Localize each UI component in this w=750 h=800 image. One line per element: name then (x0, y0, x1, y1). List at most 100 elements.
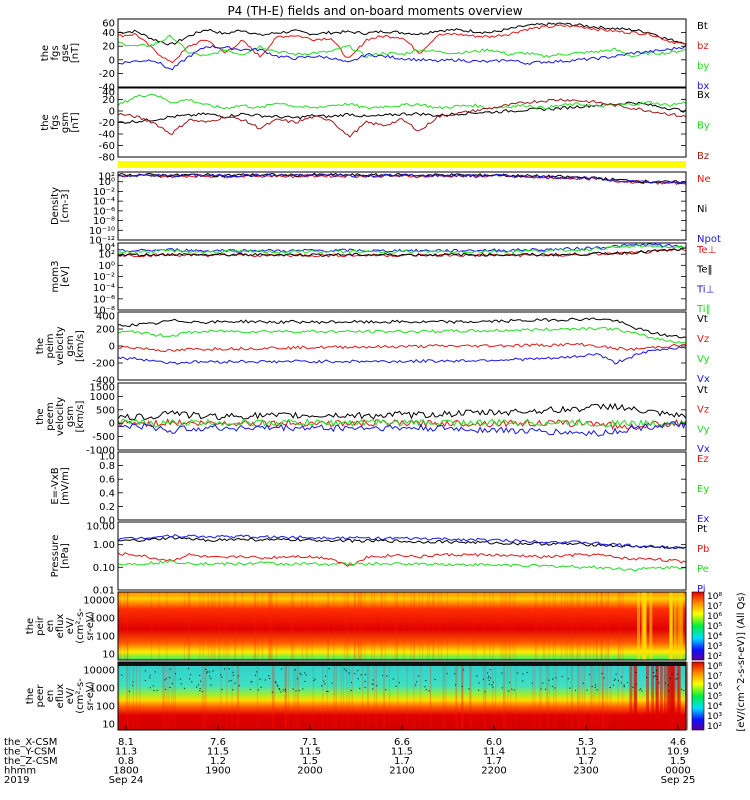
ytick-label: 10⁰ (98, 177, 115, 188)
spectrogram-speck (548, 679, 550, 681)
ytick-label: 1000 (90, 684, 115, 695)
spectrogram-streak (592, 662, 594, 730)
spectrogram-speck (428, 690, 430, 692)
spectrogram-speck (257, 689, 259, 691)
spectrogram-speck (484, 691, 486, 693)
spectrogram-streak (158, 592, 160, 660)
spectrogram-speck (201, 691, 203, 693)
spectrogram-speck (489, 669, 491, 671)
spectrogram-speck (511, 688, 513, 690)
spectrogram-speck (304, 672, 306, 674)
spectrogram-streak (548, 662, 550, 730)
ytick-label: -20 (99, 118, 115, 129)
spectrogram-streak (618, 592, 620, 660)
legend-Vx: Vx (697, 374, 710, 385)
spectrogram-streak (150, 592, 153, 660)
spectrogram-speck (455, 684, 457, 686)
spectrogram-speck (271, 691, 273, 693)
spectrogram-streak (579, 592, 581, 660)
legend-Vy: Vy (697, 354, 710, 365)
spectrogram-streak (505, 592, 507, 660)
spectrogram-streak (597, 662, 599, 730)
ylabel-peir_eflux: thepeirenefluxeV/(cm²-s-sr-eV) (25, 608, 96, 644)
spectrogram-speck (237, 675, 239, 677)
spectrogram-streak (572, 592, 574, 660)
ytick-label: 10⁻¹² (89, 236, 115, 247)
spectrogram-streak (646, 662, 649, 730)
spectrogram-streak (552, 592, 554, 660)
spectrogram-speck (492, 681, 494, 683)
spectrogram-streak (461, 662, 463, 730)
ytick-label: -60 (99, 141, 115, 152)
spectrogram-speck (671, 673, 673, 675)
xaxis-row-label: the_Y-CSM (4, 747, 56, 758)
spectrogram-speck (668, 690, 670, 692)
spectrogram-streak (284, 662, 286, 730)
xaxis-value: 1.5 (302, 756, 318, 767)
spectrogram-streak (680, 592, 684, 660)
xaxis-value: 1.7 (578, 756, 594, 767)
series-peim_velocity-Vt (117, 317, 687, 339)
spectrogram-streak (593, 592, 595, 660)
spectrogram-speck (295, 690, 297, 692)
spectrogram-speck (351, 682, 352, 683)
spectrogram-speck (280, 691, 282, 693)
spectrogram-speck (179, 678, 181, 680)
spectrogram-streak (397, 662, 399, 730)
spectrogram-streak (426, 592, 429, 660)
spectrogram-speck (300, 674, 302, 676)
spectrogram-streak (396, 592, 398, 660)
spectrogram-speck (282, 689, 284, 691)
ytick-label: 0 (109, 55, 115, 66)
spectrogram-streak (536, 592, 538, 660)
spectrogram-speck (596, 689, 598, 691)
spectrogram-speck (294, 669, 296, 671)
spectrogram-streak (534, 592, 536, 660)
spectrogram-streak (183, 592, 185, 660)
spectrogram-streak (576, 592, 578, 660)
ytick-label: -40 (99, 130, 115, 141)
spectrogram-streak (285, 662, 287, 730)
spectrogram-speck (591, 686, 593, 687)
series-peim_velocity-Vz (117, 342, 687, 353)
xaxis-date-start: Sep 24 (109, 775, 144, 786)
ytick-label: 10² (98, 250, 115, 261)
spectrogram-speck (589, 673, 590, 675)
spectrogram-speck (569, 687, 571, 689)
ytick-label: 0.2 (99, 502, 115, 513)
spectrogram-speck (210, 678, 212, 680)
spectrogram-speck (359, 687, 361, 689)
ytick-label: 10 (102, 650, 115, 661)
spectrogram-streak (672, 662, 676, 730)
plot-title: P4 (TH-E) fields and on-board moments ov… (227, 4, 522, 18)
spectrogram-speck (627, 682, 629, 683)
spectrogram-streak (327, 592, 329, 660)
xaxis-value: 1.7 (486, 756, 502, 767)
spectrogram-streak (353, 592, 355, 660)
spectrogram-speck (323, 680, 325, 682)
spectrogram-streak (577, 662, 579, 730)
spectrogram-streak (455, 662, 457, 730)
ytick-label: 400 (96, 312, 115, 323)
ylabel-peem_velocity: thepeemvelocitygsm[km/s] (35, 397, 86, 436)
spectrogram-speck (478, 682, 480, 684)
legend-Vy: Vy (697, 424, 710, 435)
spectrogram-speck (595, 684, 597, 686)
spectrogram-speck (653, 672, 654, 673)
colorbar-tick-label: 10⁴ (707, 702, 722, 712)
spectrogram-speck (220, 674, 222, 676)
ytick-label: -80 (99, 153, 115, 164)
spectrogram-streak (126, 592, 128, 660)
spectrogram-speck (221, 688, 223, 690)
ytick-label: 10⁰ (98, 261, 115, 272)
series-fgs_gse-bz (117, 24, 687, 64)
series-temperature-Ti⊥ (117, 243, 687, 253)
xaxis-value: 1.2 (210, 756, 226, 767)
series-peem_velocity-Vz (117, 418, 687, 431)
spectrogram-streak (655, 662, 659, 730)
colorbar-tick-label: 10⁵ (707, 692, 722, 702)
spectrogram-speck (635, 672, 637, 673)
legend-Te‖: Te‖ (696, 265, 713, 276)
spectrogram-streak (677, 662, 681, 730)
